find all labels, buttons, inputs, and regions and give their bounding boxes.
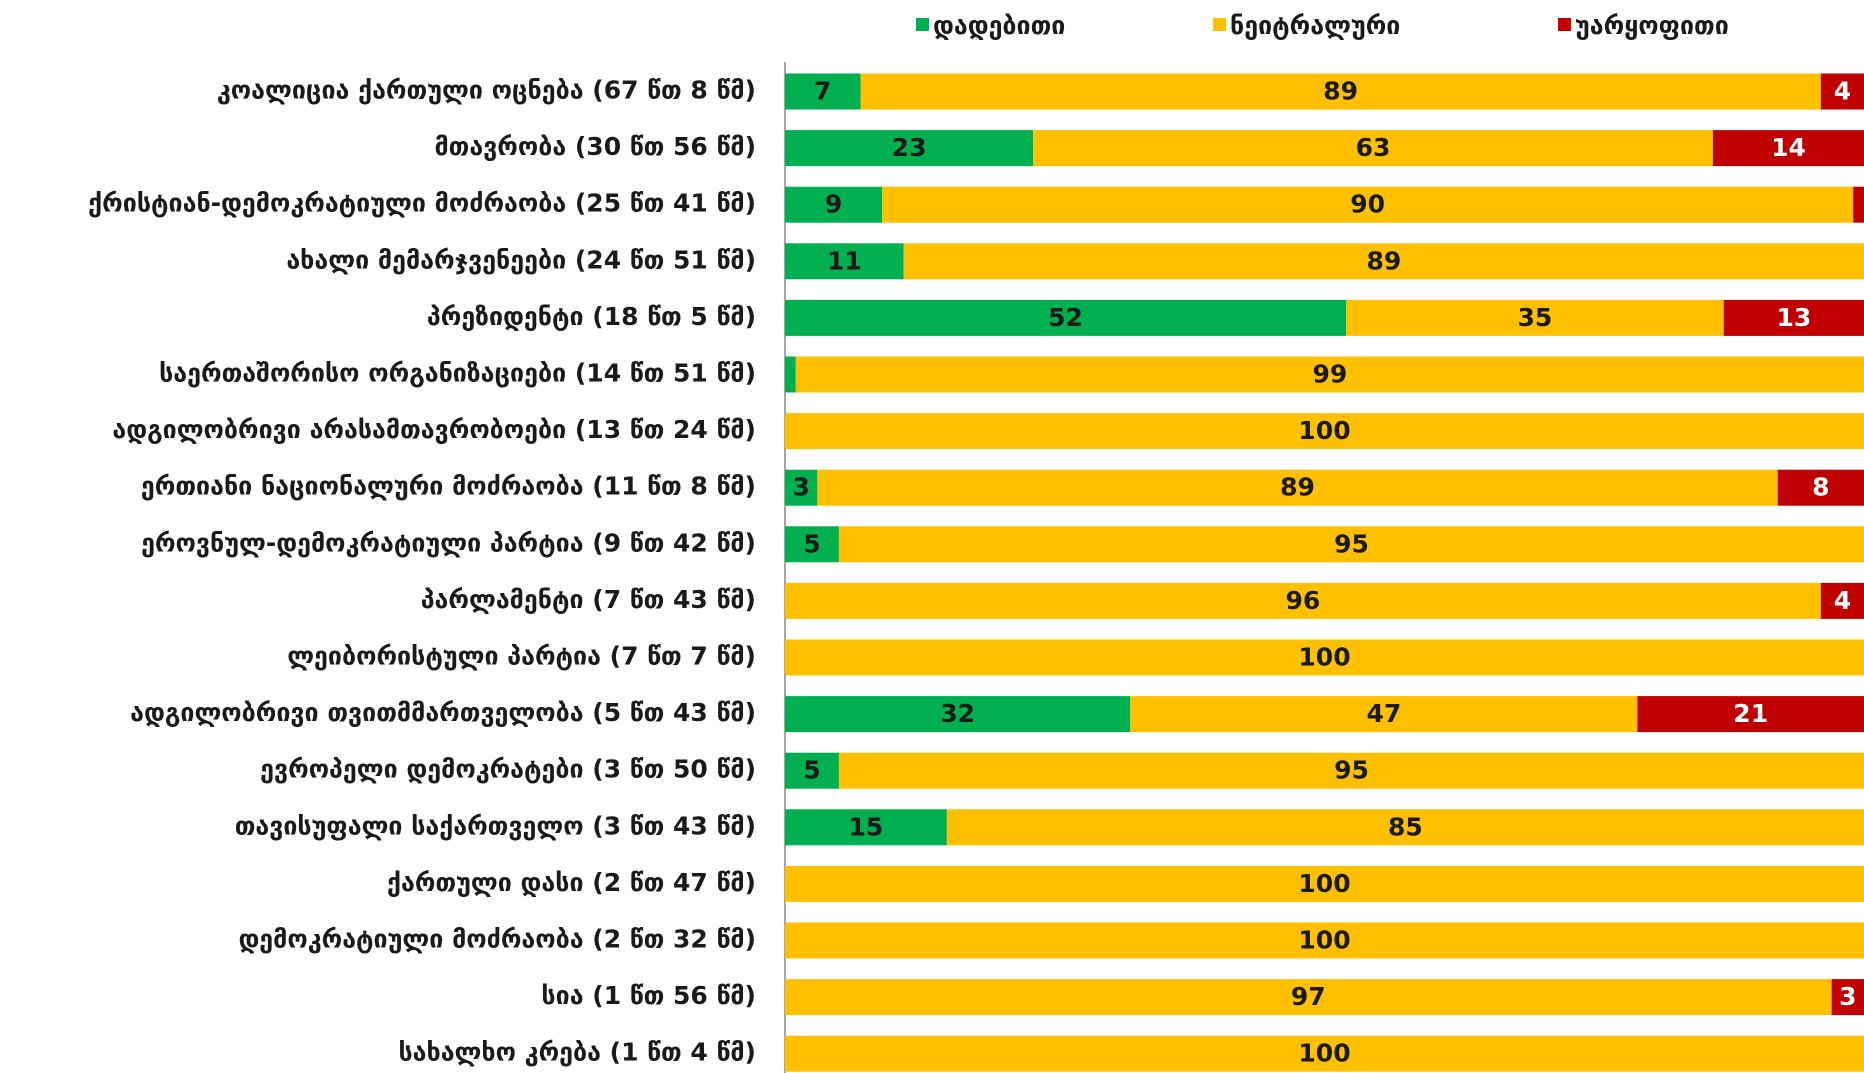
data-label: 95 bbox=[1334, 756, 1369, 785]
bar-segment bbox=[860, 73, 1821, 110]
category-label: დემოკრატიული მოძრაობა (2 წთ 32 წმ) bbox=[238, 925, 756, 954]
bar-segment bbox=[785, 299, 1347, 336]
category-label: ქრისტიან-დემოკრატიული მოძრაობა (25 წთ 41… bbox=[88, 189, 756, 218]
category-label: პარლამენტი (7 წთ 43 წმ) bbox=[421, 585, 756, 614]
data-label: 100 bbox=[1298, 416, 1350, 445]
data-label: 52 bbox=[1048, 303, 1083, 332]
legend-swatch bbox=[916, 18, 929, 31]
bar-segment bbox=[785, 73, 861, 110]
category-label: ახალი მემარჯვენეები (24 წთ 51 წმ) bbox=[286, 245, 756, 274]
data-label: 11 bbox=[827, 246, 862, 275]
data-label: 4 bbox=[1834, 77, 1851, 106]
category-label: ადგილობრივი თვითმმართველობა (5 წთ 43 წმ) bbox=[130, 698, 756, 727]
data-label: 21 bbox=[1733, 699, 1768, 728]
bar-segment bbox=[838, 752, 1864, 789]
data-label: 95 bbox=[1334, 529, 1369, 558]
bar-segment bbox=[795, 356, 1864, 393]
data-label: 14 bbox=[1771, 133, 1806, 162]
bar-segment bbox=[785, 1035, 1864, 1072]
bar-segment bbox=[785, 413, 1864, 450]
data-label: 23 bbox=[892, 133, 927, 162]
bar-segment bbox=[785, 979, 1832, 1016]
data-label: 35 bbox=[1518, 303, 1553, 332]
data-label: 32 bbox=[940, 699, 975, 728]
category-label: თავისუფალი საქართველო (3 წთ 43 წმ) bbox=[235, 811, 756, 840]
bar-segment bbox=[1820, 73, 1864, 110]
legend-swatch bbox=[1558, 18, 1571, 31]
bar-segment bbox=[1033, 130, 1713, 167]
bar-segment bbox=[785, 526, 839, 563]
bar-segment bbox=[785, 696, 1131, 733]
legend-swatch bbox=[1213, 18, 1226, 31]
data-label: 5 bbox=[803, 529, 820, 558]
data-label: 90 bbox=[1350, 190, 1385, 219]
bar-segment bbox=[903, 243, 1864, 280]
bar-segment bbox=[817, 469, 1778, 506]
bar-segment bbox=[1712, 130, 1864, 167]
data-label: 99 bbox=[1312, 360, 1347, 389]
bar-segment bbox=[1831, 979, 1864, 1016]
category-label: სია (1 წთ 56 წმ) bbox=[541, 981, 756, 1010]
bar-segment bbox=[946, 809, 1864, 846]
bar-segment bbox=[785, 752, 839, 789]
bar-segment bbox=[785, 243, 904, 280]
data-label: 47 bbox=[1366, 699, 1401, 728]
data-label: 96 bbox=[1286, 586, 1321, 615]
bar-segment bbox=[1637, 696, 1864, 733]
bar-segment bbox=[785, 809, 947, 846]
legend-label: დადებითი bbox=[933, 11, 1065, 40]
bar-segment bbox=[785, 865, 1864, 902]
legend-label: უარყოფითი bbox=[1575, 11, 1729, 40]
data-label: 63 bbox=[1356, 133, 1391, 162]
bar-segment bbox=[1777, 469, 1864, 506]
category-label: ერთიანი ნაციონალური მოძრაობა (11 წთ 8 წმ… bbox=[141, 472, 756, 501]
bar-segment bbox=[785, 186, 883, 223]
category-label: სახალხო კრება (1 წთ 4 წმ) bbox=[398, 1038, 756, 1067]
data-label: 85 bbox=[1388, 812, 1423, 841]
data-label: 3 bbox=[1839, 982, 1856, 1011]
data-label: 100 bbox=[1298, 643, 1350, 672]
bar-segment bbox=[785, 130, 1034, 167]
bar-segment bbox=[1723, 299, 1864, 336]
category-label: ევროპელი დემოკრატები (3 წთ 50 წმ) bbox=[260, 755, 756, 784]
category-label: კოალიცია ქართული ოცნება (67 წთ 8 წმ) bbox=[217, 76, 756, 105]
category-label: ადგილობრივი არასამთავრობოები (13 წთ 24 წ… bbox=[112, 415, 756, 444]
data-label: 89 bbox=[1323, 77, 1358, 106]
data-label: 15 bbox=[849, 812, 884, 841]
data-label: 7 bbox=[814, 77, 831, 106]
bar-segment bbox=[785, 356, 796, 393]
bar-segment bbox=[882, 186, 1854, 223]
bar-segment bbox=[1853, 186, 1864, 223]
data-label: 100 bbox=[1298, 926, 1350, 955]
bar-segment bbox=[785, 922, 1864, 959]
category-label: საერთაშორისო ორგანიზაციები (14 წთ 51 წმ) bbox=[159, 359, 756, 388]
bar-segment bbox=[1820, 582, 1864, 619]
data-label: 89 bbox=[1280, 473, 1315, 502]
bar-segment bbox=[785, 469, 818, 506]
data-label: 100 bbox=[1298, 1039, 1350, 1068]
data-label: 3 bbox=[792, 473, 809, 502]
category-label: ეროვნულ-დემოკრატიული პარტია (9 წთ 42 წმ) bbox=[141, 528, 756, 557]
data-label: 9 bbox=[825, 190, 842, 219]
bar-segment bbox=[1130, 696, 1638, 733]
bar-segment bbox=[785, 582, 1821, 619]
data-label: 13 bbox=[1776, 303, 1811, 332]
data-label: 5 bbox=[803, 756, 820, 785]
category-label: პრეზიდენტი (18 წთ 5 წმ) bbox=[427, 302, 756, 331]
data-label: 89 bbox=[1366, 246, 1401, 275]
data-label: 8 bbox=[1812, 473, 1829, 502]
category-label: ლეიბორისტული პარტია (7 წთ 7 წმ) bbox=[287, 642, 756, 671]
category-label: მთავრობა (30 წთ 56 წმ) bbox=[434, 132, 756, 161]
bar-segment bbox=[785, 639, 1864, 676]
bar-segment bbox=[838, 526, 1864, 563]
bar-segment bbox=[1346, 299, 1724, 336]
data-label: 4 bbox=[1834, 586, 1851, 615]
data-label: 97 bbox=[1291, 982, 1326, 1011]
category-label: ქართული დასი (2 წთ 47 წმ) bbox=[387, 868, 756, 897]
legend-label: ნეიტრალური bbox=[1230, 11, 1400, 40]
data-label: 100 bbox=[1298, 869, 1350, 898]
